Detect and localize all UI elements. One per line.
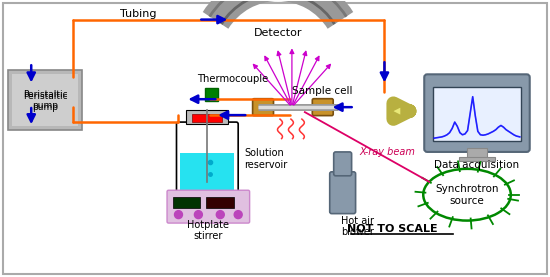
FancyBboxPatch shape [3,3,547,274]
Text: Sample cell: Sample cell [292,86,353,96]
FancyBboxPatch shape [12,74,78,126]
Text: Data acquisition: Data acquisition [434,160,520,170]
Circle shape [234,211,242,219]
Ellipse shape [424,169,511,220]
Text: Detector: Detector [254,27,302,38]
FancyBboxPatch shape [186,110,228,124]
Text: Solution
reservoir: Solution reservoir [244,148,288,170]
Bar [206,197,234,208]
Text: Hotplate
stirrer: Hotplate stirrer [188,220,229,241]
FancyBboxPatch shape [205,88,218,101]
Text: Hot air
blower: Hot air blower [341,216,374,237]
Text: Synchrotron
source: Synchrotron source [435,184,499,206]
FancyBboxPatch shape [312,99,333,116]
Text: X-ray beam: X-ray beam [360,147,415,157]
Text: NOT TO SCALE: NOT TO SCALE [347,224,438,234]
FancyBboxPatch shape [8,70,82,130]
Circle shape [194,211,202,219]
Bar [173,197,200,208]
Circle shape [174,211,183,219]
Circle shape [216,211,224,219]
FancyBboxPatch shape [424,74,530,152]
FancyBboxPatch shape [167,190,250,223]
Bar [459,157,495,161]
Text: Tubing: Tubing [120,9,157,19]
Bar [180,153,234,190]
Bar [467,148,487,159]
Text: Peristaltic
pump: Peristaltic pump [23,91,68,110]
Text: Thermocouple: Thermocouple [197,74,268,84]
FancyBboxPatch shape [177,122,238,194]
Text: Peristaltic
pump: Peristaltic pump [23,93,68,112]
Bar [433,87,521,141]
FancyBboxPatch shape [334,152,351,176]
FancyBboxPatch shape [252,99,273,116]
FancyBboxPatch shape [329,172,356,214]
Bar [192,114,222,122]
